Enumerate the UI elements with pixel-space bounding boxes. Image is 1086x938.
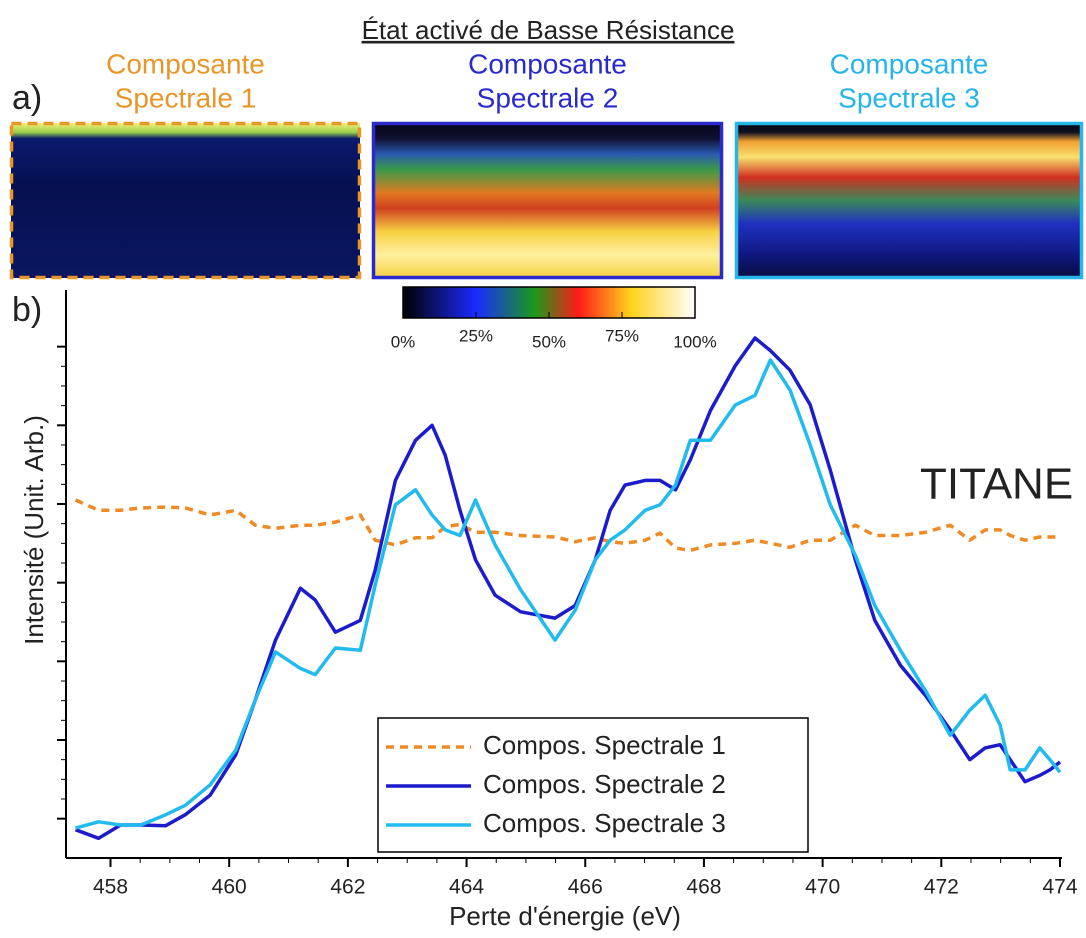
x-tick-label: 464 [449,876,484,899]
panel-title: Spectrale 2 [477,82,619,113]
colorbar-label: 50% [532,332,566,351]
series-line [75,358,1062,830]
panel-title: Spectrale 3 [838,82,980,113]
panel-border [734,121,1084,280]
x-tick-label: 458 [93,876,128,899]
y-axis-title: Intensité (Unit. Arb.) [19,415,49,645]
x-tick-label: 468 [686,876,721,899]
map-image [373,123,722,278]
map-image [11,123,360,278]
colorbar-label: 25% [459,326,493,345]
x-tick-label: 472 [924,876,959,899]
colorbar-label: 75% [605,326,639,345]
x-tick-label: 462 [330,876,365,899]
colorbar-label: 0% [391,332,416,351]
panel-title: Spectrale 1 [115,82,257,113]
panel-border [9,121,362,280]
image-panels [11,123,1082,278]
x-axis-title: Perte d'énergie (eV) [449,901,681,931]
panel-label: a) [12,79,42,117]
legend-label: Compos. Spectrale 1 [483,730,726,760]
colorbar-label: 100% [673,332,716,351]
x-tick-label: 470 [805,876,840,899]
panel-title: Composante [830,48,989,79]
x-tick-label: 474 [1042,876,1077,899]
panel-title: Composante [468,48,627,79]
figure-title: État activé de Basse Résistance [362,15,735,45]
x-tick-label: 466 [568,876,603,899]
panel-title: Composante [106,48,265,79]
series-line [74,498,1060,553]
annotation: TITANE [920,460,1073,509]
legend-label: Compos. Spectrale 3 [483,808,726,838]
panel-label: b) [12,291,42,329]
x-tick-label: 460 [212,876,247,899]
panel-border [371,121,724,280]
legend-label: Compos. Spectrale 2 [483,769,726,799]
map-image [736,123,1082,278]
